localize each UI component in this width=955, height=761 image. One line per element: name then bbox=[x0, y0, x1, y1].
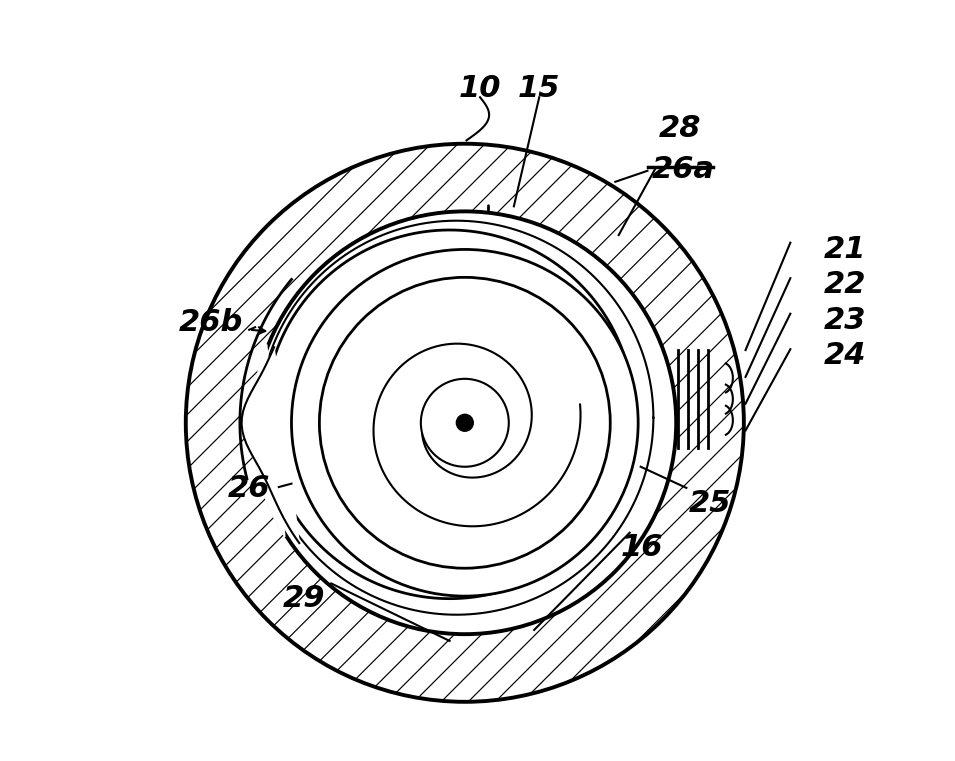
Text: 23: 23 bbox=[824, 306, 867, 335]
Polygon shape bbox=[252, 344, 285, 537]
Text: 22: 22 bbox=[824, 270, 867, 299]
Text: 16: 16 bbox=[621, 533, 664, 562]
Circle shape bbox=[421, 379, 509, 466]
Text: 26a: 26a bbox=[651, 154, 714, 183]
Text: 25: 25 bbox=[689, 489, 732, 517]
Circle shape bbox=[319, 277, 610, 568]
Polygon shape bbox=[242, 347, 299, 543]
Text: 21: 21 bbox=[824, 235, 867, 264]
Circle shape bbox=[253, 212, 676, 634]
Text: 29: 29 bbox=[283, 584, 326, 613]
Text: 24: 24 bbox=[824, 342, 867, 371]
Circle shape bbox=[291, 250, 638, 596]
Text: 26b: 26b bbox=[179, 308, 244, 337]
Text: 28: 28 bbox=[659, 114, 702, 143]
Text: 10: 10 bbox=[458, 75, 501, 103]
Circle shape bbox=[456, 414, 474, 431]
Text: 15: 15 bbox=[518, 75, 561, 103]
Text: 26: 26 bbox=[228, 474, 270, 503]
